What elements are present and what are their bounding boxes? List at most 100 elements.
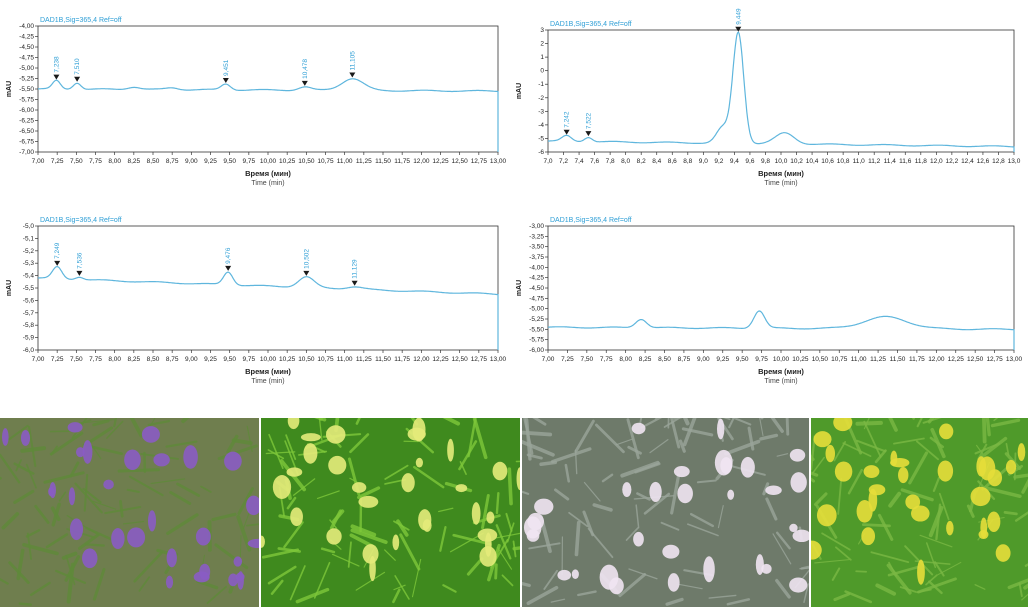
x-tick-label: 7,75 (89, 356, 102, 363)
x-tick-label: 11,8 (915, 158, 928, 165)
x-tick-label: 11,75 (394, 158, 410, 165)
flower (727, 489, 735, 500)
flower (976, 456, 987, 477)
x-tick-label: 8,0 (621, 158, 630, 165)
leaf (393, 520, 410, 531)
leaf (776, 453, 789, 457)
leaf (1013, 473, 1028, 479)
flower (868, 484, 886, 496)
leaf (919, 534, 953, 548)
x-tick-label: 9,75 (243, 158, 256, 165)
leaf (900, 488, 934, 502)
flower (486, 511, 495, 524)
x-tick-label: 9,0 (699, 158, 708, 165)
leaf (983, 486, 1022, 499)
flower (911, 505, 930, 522)
leaf (49, 431, 84, 456)
y-tick-label: -4,00 (19, 23, 34, 30)
x-tick-label: 8,50 (658, 356, 671, 363)
flower (418, 509, 432, 531)
leaf (587, 527, 614, 559)
leaf (399, 533, 421, 571)
leaf (267, 565, 297, 585)
leaf (61, 551, 78, 560)
leaf (628, 568, 658, 580)
x-tick-label: 9,4 (730, 158, 739, 165)
leaf (564, 463, 571, 483)
x-tick-label: 9,75 (243, 356, 256, 363)
plant-photo-strip (0, 418, 1028, 607)
leaf (863, 420, 882, 458)
leaf (592, 503, 613, 512)
leaf (635, 504, 640, 529)
leaf (925, 574, 938, 586)
leaf (689, 512, 715, 528)
y-tick-label: -3,50 (529, 244, 544, 251)
leaf (1018, 582, 1023, 598)
leaf (930, 427, 946, 459)
y-tick-label: -5,6 (23, 297, 35, 304)
x-axis-label: Время (мин) (758, 367, 804, 376)
x-tick-label: 9,00 (697, 356, 710, 363)
peak-marker (563, 129, 570, 135)
leaf (524, 418, 532, 461)
y-tick-label: -5,1 (23, 235, 35, 242)
x-tick-label: 10,75 (317, 158, 334, 165)
y-tick-label: -5,25 (19, 76, 34, 83)
x-tick-label: 8,8 (683, 158, 692, 165)
leaf (811, 435, 816, 471)
x-tick-label: 12,6 (977, 158, 990, 165)
leaf (855, 570, 867, 573)
leaf (122, 520, 145, 525)
y-tick-label: -6 (538, 149, 544, 156)
leaf (908, 451, 929, 485)
flower (673, 466, 690, 478)
flower (485, 532, 492, 557)
leaf (472, 418, 488, 460)
leaf (106, 420, 124, 439)
flower (856, 500, 873, 523)
y-tick-label: -4,75 (529, 295, 544, 302)
leaf (8, 424, 29, 441)
leaf (329, 509, 343, 530)
leaf (15, 459, 22, 472)
leaf (126, 488, 140, 494)
leaf (640, 418, 663, 429)
peak-marker (222, 77, 229, 83)
peak-label: 7,510 (74, 58, 81, 75)
peak-label: 9,476 (225, 247, 232, 264)
x-axis-sublabel: Time (min) (251, 378, 284, 385)
y-tick-label: -5,00 (529, 306, 544, 313)
x-tick-label: 11,75 (909, 356, 925, 363)
x-tick-label: 9,75 (755, 356, 768, 363)
leaf (505, 512, 513, 532)
y-tick-label: -5,9 (23, 335, 35, 342)
leaf (92, 500, 117, 510)
flower (290, 507, 303, 527)
leaf (283, 521, 304, 549)
flower (792, 529, 809, 543)
peak-marker (53, 74, 60, 80)
leaf (532, 418, 547, 426)
x-tick-label: 10,00 (260, 158, 277, 165)
leaf (522, 490, 530, 495)
leaf (334, 418, 340, 433)
leaf (149, 418, 156, 427)
leaf (935, 503, 942, 541)
leaf (985, 418, 991, 437)
photo-white-pink-flowering-plant (522, 418, 809, 607)
leaf (119, 499, 124, 518)
leaf (1021, 593, 1028, 601)
leaf (687, 523, 719, 537)
leaf (392, 588, 401, 604)
leaf (169, 491, 192, 505)
chromatogram-bottom-left: DAD1B,Sig=365,4 Ref=off -5,0 -5,1 -5,2 -5,3 -… (0, 210, 514, 388)
x-tick-label: 10,00 (260, 356, 277, 363)
y-axis-label: mAU (516, 83, 523, 99)
leaf (574, 449, 578, 475)
leaf (113, 418, 118, 428)
x-tick-label: 10,50 (298, 158, 315, 165)
flower (667, 573, 680, 592)
x-tick-label: 12,75 (471, 356, 488, 363)
x-tick-label: 10,4 (806, 158, 819, 165)
